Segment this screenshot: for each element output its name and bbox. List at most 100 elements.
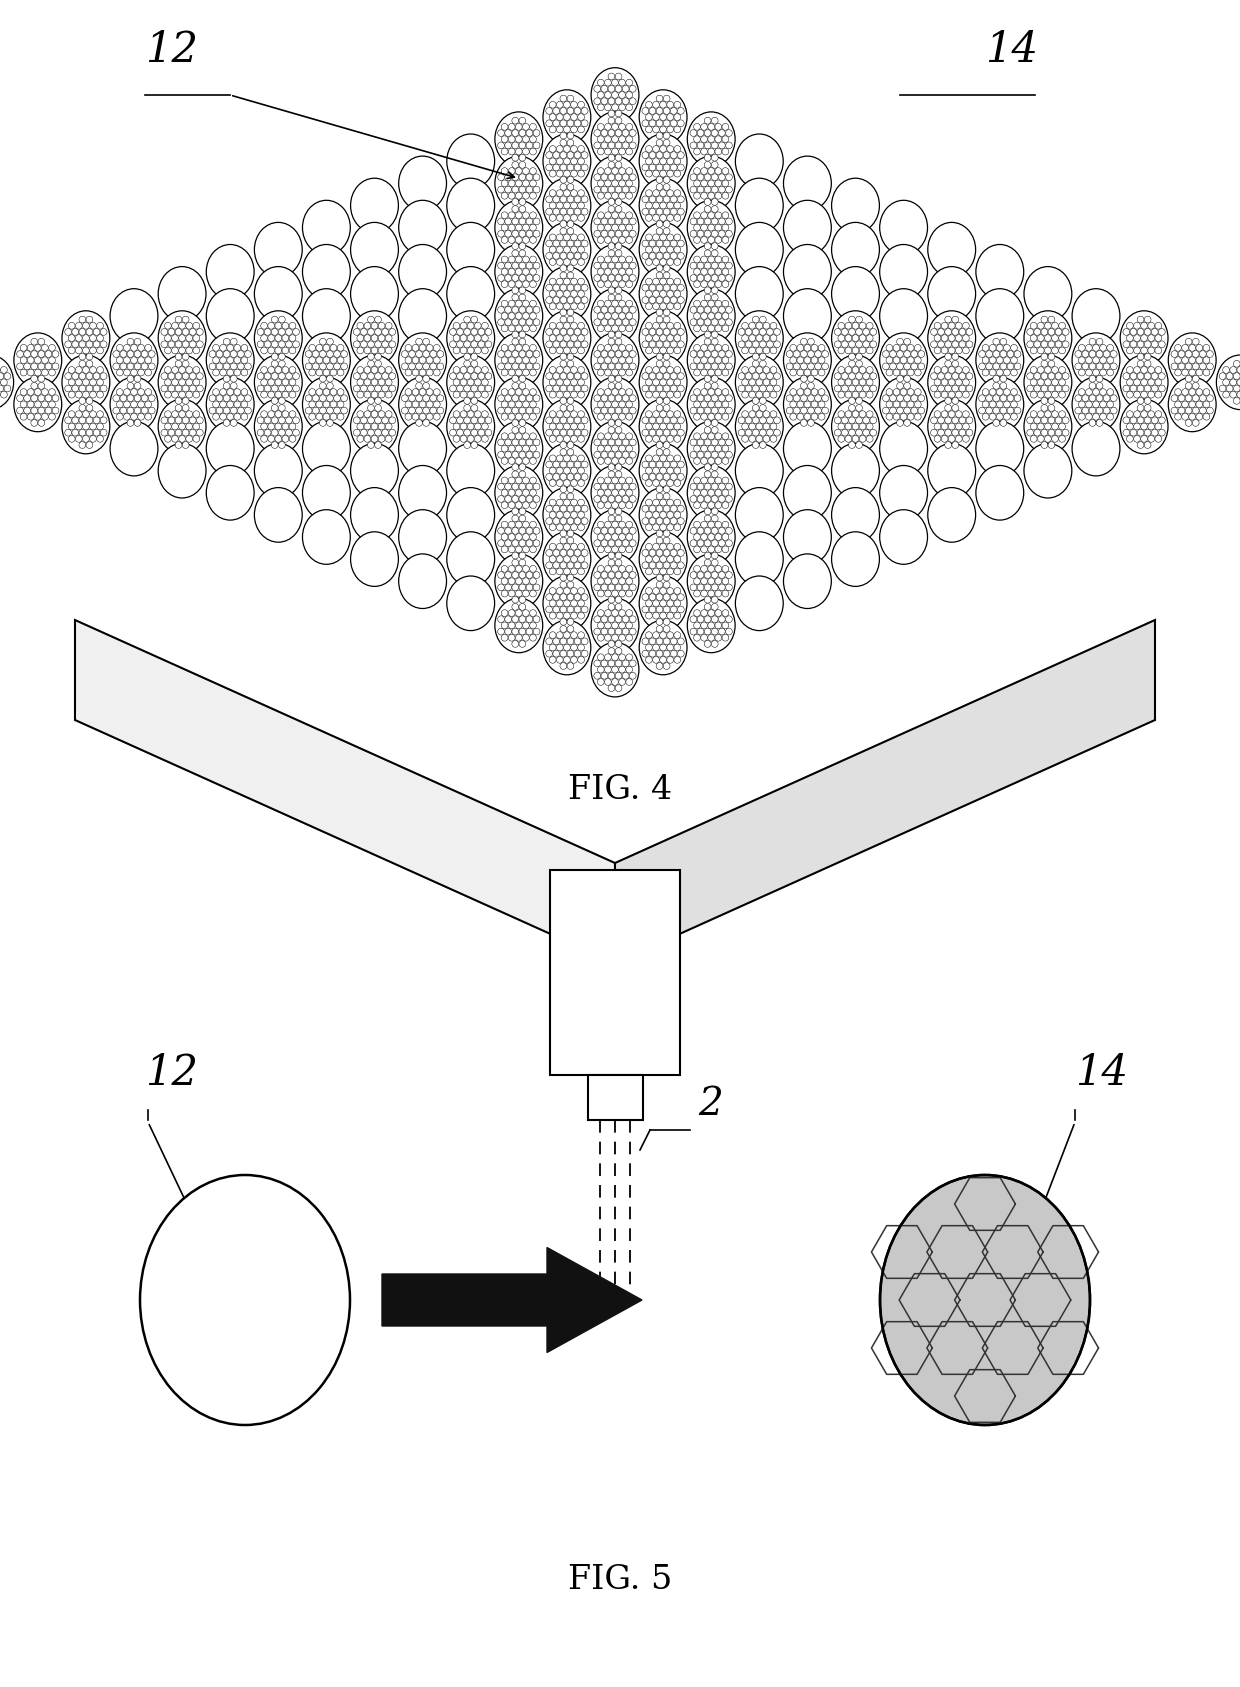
Circle shape [704,130,711,137]
Bar [588,1075,644,1120]
Circle shape [619,477,625,484]
Circle shape [756,391,763,398]
Circle shape [182,385,188,391]
Circle shape [704,471,711,477]
Circle shape [179,348,186,354]
Circle shape [216,363,223,369]
Circle shape [567,329,574,336]
Circle shape [646,234,652,241]
Circle shape [113,395,119,402]
Circle shape [649,152,656,159]
Circle shape [601,439,608,445]
Circle shape [268,391,274,398]
Circle shape [522,123,529,130]
Circle shape [1052,334,1059,341]
Circle shape [671,461,677,467]
Circle shape [598,413,604,420]
Circle shape [959,428,966,435]
Circle shape [937,329,945,336]
Circle shape [182,428,188,435]
Circle shape [560,518,567,525]
Circle shape [1003,344,1011,351]
Circle shape [546,329,553,336]
Circle shape [611,634,619,641]
Circle shape [770,322,777,329]
Circle shape [501,579,508,585]
Circle shape [856,417,863,423]
Circle shape [930,428,937,435]
Circle shape [722,256,729,263]
Ellipse shape [639,400,687,454]
Ellipse shape [1120,400,1168,454]
Circle shape [663,184,670,191]
Circle shape [663,341,670,348]
Circle shape [663,619,670,626]
Circle shape [501,192,508,199]
Circle shape [330,369,337,376]
Circle shape [770,366,777,373]
Circle shape [656,164,663,170]
Circle shape [671,329,677,336]
Circle shape [244,407,252,413]
Circle shape [745,428,751,435]
Circle shape [959,341,966,348]
Circle shape [673,366,681,373]
Circle shape [512,604,518,611]
Circle shape [697,482,704,489]
Circle shape [941,410,949,417]
Circle shape [126,375,134,383]
Circle shape [272,417,278,423]
Circle shape [842,329,848,336]
Circle shape [673,569,681,575]
Circle shape [712,572,718,579]
Circle shape [570,511,578,518]
Circle shape [549,455,556,462]
Circle shape [642,164,649,170]
Circle shape [990,388,996,395]
Circle shape [844,334,852,341]
Circle shape [574,120,580,127]
Circle shape [626,91,632,98]
Circle shape [560,208,567,214]
Circle shape [529,213,537,219]
Circle shape [553,373,559,380]
Circle shape [642,341,649,348]
Circle shape [966,428,973,435]
Circle shape [598,533,604,540]
Circle shape [671,341,677,348]
Circle shape [1040,442,1048,449]
Circle shape [704,261,711,268]
Circle shape [611,413,619,420]
Circle shape [316,344,322,351]
Circle shape [190,373,196,380]
Circle shape [697,130,704,137]
Circle shape [546,385,553,391]
Circle shape [1133,366,1141,373]
Circle shape [83,380,89,386]
Circle shape [485,428,492,435]
Circle shape [41,369,48,376]
Circle shape [1055,373,1061,380]
Circle shape [516,137,522,143]
Circle shape [557,631,563,638]
Circle shape [770,391,777,398]
Circle shape [649,120,656,127]
Circle shape [563,479,570,486]
Circle shape [505,628,512,634]
Circle shape [582,550,588,557]
Circle shape [501,181,508,187]
Circle shape [567,461,574,467]
Circle shape [567,638,574,644]
Circle shape [630,218,636,224]
Ellipse shape [303,245,351,299]
Circle shape [693,280,701,287]
Circle shape [357,435,363,442]
Circle shape [1048,398,1055,405]
Circle shape [594,439,600,445]
Circle shape [859,334,866,341]
Circle shape [337,369,343,376]
Circle shape [937,373,945,380]
Circle shape [1063,385,1069,391]
Circle shape [275,366,281,373]
Circle shape [570,101,578,108]
